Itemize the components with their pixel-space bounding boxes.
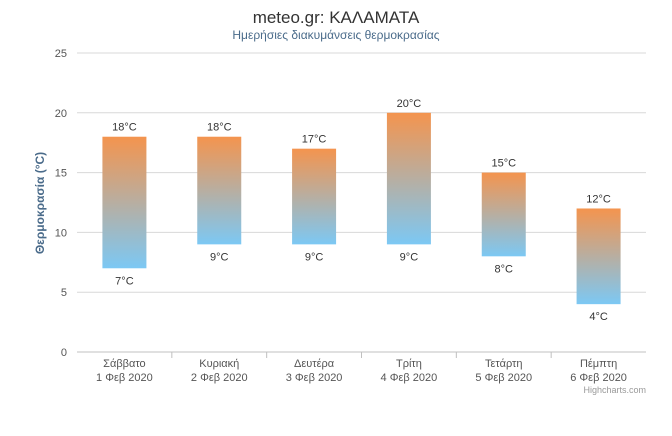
- x-category-date: 3 Φεβ 2020: [286, 372, 343, 384]
- range-bar[interactable]: [292, 148, 337, 245]
- high-temp-label: 18°C: [207, 122, 232, 134]
- range-bar[interactable]: [102, 136, 147, 269]
- range-bar[interactable]: [481, 172, 526, 257]
- data-labels: 18°C 7°C 18°C 9°C 17°C 9°C 20°C 9°C 15°C 8°C 12°C 4…: [112, 98, 611, 323]
- range-bar[interactable]: [386, 112, 431, 245]
- chart-subtitle: Ημερήσιες διακυμάνσεις θερμοκρασίας: [232, 28, 439, 42]
- x-category-date: 4 Φεβ 2020: [381, 372, 438, 384]
- x-category-date: 6 Φεβ 2020: [570, 372, 627, 384]
- x-category-date: 5 Φεβ 2020: [475, 372, 532, 384]
- highcharts-credit-link[interactable]: Highcharts.com: [583, 385, 646, 395]
- y-tick-label: 25: [55, 48, 67, 60]
- high-temp-label: 15°C: [491, 158, 516, 170]
- high-temp-label: 17°C: [302, 134, 327, 146]
- x-category-day: Κυριακή: [199, 358, 239, 370]
- range-bar[interactable]: [576, 208, 621, 305]
- low-temp-label: 8°C: [495, 263, 514, 275]
- y-tick-label: 5: [61, 287, 67, 299]
- x-category-day: Τετάρτη: [485, 358, 523, 370]
- high-temp-label: 20°C: [397, 98, 422, 110]
- high-temp-label: 12°C: [586, 193, 611, 205]
- x-axis: Σάββατο 1 Φεβ 2020 Κυριακή 2 Φεβ 2020 Δευτέρ…: [96, 352, 627, 384]
- range-bar[interactable]: [197, 136, 242, 245]
- y-tick-label: 20: [55, 108, 67, 120]
- x-category-day: Σάββατο: [103, 358, 145, 370]
- x-category-day: Τρίτη: [396, 358, 422, 370]
- y-tick-label: 10: [55, 227, 67, 239]
- low-temp-label: 9°C: [210, 251, 229, 263]
- y-axis: 0 5 10 15 20 25: [55, 48, 67, 359]
- y-tick-label: 0: [61, 347, 67, 359]
- chart-title: meteo.gr: ΚΑΛΑΜΑΤΑ: [253, 8, 420, 27]
- low-temp-label: 9°C: [400, 251, 419, 263]
- y-tick-label: 15: [55, 168, 67, 180]
- low-temp-label: 9°C: [305, 251, 324, 263]
- x-category-day: Δευτέρα: [294, 358, 335, 370]
- low-temp-label: 7°C: [115, 275, 134, 287]
- gridlines: [77, 52, 646, 353]
- x-category-date: 2 Φεβ 2020: [191, 372, 248, 384]
- high-temp-label: 18°C: [112, 122, 137, 134]
- y-axis-title: Θερμοκρασία (°C): [33, 152, 47, 254]
- x-category-date: 1 Φεβ 2020: [96, 372, 153, 384]
- x-category-day: Πέμπτη: [580, 358, 617, 370]
- range-bars: [102, 112, 621, 305]
- low-temp-label: 4°C: [589, 311, 608, 323]
